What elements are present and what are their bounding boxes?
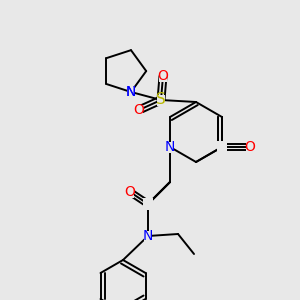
- Text: O: O: [158, 69, 168, 83]
- Text: N: N: [165, 140, 175, 154]
- FancyBboxPatch shape: [166, 142, 174, 152]
- FancyBboxPatch shape: [246, 142, 254, 152]
- Text: N: N: [143, 229, 153, 243]
- FancyBboxPatch shape: [159, 70, 167, 82]
- FancyBboxPatch shape: [127, 86, 135, 98]
- FancyBboxPatch shape: [217, 141, 227, 153]
- Text: S: S: [156, 92, 166, 107]
- Text: O: O: [244, 140, 255, 154]
- FancyBboxPatch shape: [157, 94, 165, 106]
- FancyBboxPatch shape: [135, 104, 143, 116]
- Text: N: N: [126, 85, 136, 99]
- FancyBboxPatch shape: [144, 230, 152, 242]
- FancyBboxPatch shape: [126, 187, 134, 197]
- FancyBboxPatch shape: [127, 86, 135, 98]
- FancyBboxPatch shape: [143, 198, 153, 210]
- FancyBboxPatch shape: [143, 198, 153, 210]
- Text: O: O: [134, 103, 144, 117]
- Text: N: N: [126, 85, 136, 99]
- Text: O: O: [124, 185, 136, 199]
